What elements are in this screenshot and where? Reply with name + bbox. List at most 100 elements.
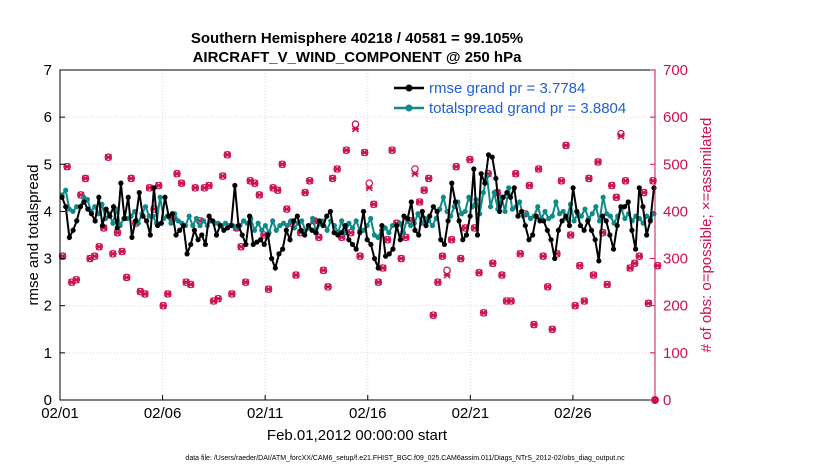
obs-assimilated-marker: [72, 276, 80, 284]
rmse-point: [125, 194, 131, 200]
obs-assimilated-marker: [109, 250, 117, 258]
obs-assimilated-marker: [411, 170, 419, 178]
obs-assimilated-marker: [640, 189, 648, 197]
obs-possible-marker: [411, 165, 419, 173]
rmse-point: [596, 258, 602, 264]
spread-point: [346, 220, 352, 226]
y-tick-label: 6: [44, 109, 52, 126]
rmse-point: [500, 194, 506, 200]
obs-assimilated-marker: [415, 198, 424, 206]
rmse-point: [206, 213, 212, 219]
obs-assimilated-marker: [388, 146, 396, 154]
spread-point: [324, 227, 330, 233]
spread-point: [517, 199, 523, 205]
obs-assimilated-marker: [365, 184, 373, 192]
rmse-point: [346, 237, 352, 243]
obs-assimilated-marker: [104, 153, 112, 161]
rmse-point: [419, 208, 425, 215]
rmse-point: [77, 204, 84, 210]
obs-assimilated-marker: [141, 290, 149, 298]
rmse-point: [478, 171, 484, 177]
rmse-point: [88, 211, 95, 217]
obs-assimilated-marker: [177, 179, 186, 187]
rmse-point: [136, 189, 142, 196]
rmse-point: [228, 222, 234, 229]
obs-assimilated-marker: [525, 181, 533, 190]
rmse-point: [147, 232, 153, 238]
y2-tick-label: 200: [663, 298, 688, 315]
obs-assimilated-marker: [585, 174, 593, 182]
x-tick-label: 02/06: [144, 405, 182, 422]
rmse-point: [507, 194, 514, 200]
obs-assimilated-marker: [621, 177, 630, 185]
rmse-point: [162, 194, 168, 200]
legend: rmse grand pr = 3.7784 totalspread grand…: [394, 80, 626, 117]
rmse-point: [129, 234, 135, 240]
spread-point: [440, 194, 446, 200]
rmse-point: [188, 241, 194, 248]
rmse-point: [375, 265, 381, 271]
obs-assimilated-marker: [315, 233, 323, 241]
rmse-point: [599, 213, 606, 219]
obs-assimilated-marker: [635, 252, 643, 260]
rmse-point: [144, 218, 150, 224]
rmse-point: [269, 255, 275, 262]
x-axis-label: Feb.01,2012 00:00:00 start: [267, 427, 448, 444]
rmse-point: [607, 232, 613, 238]
rmse-point: [581, 227, 587, 233]
rmse-point: [394, 222, 400, 229]
rmse-point: [110, 204, 117, 210]
rmse-point: [357, 230, 363, 236]
spread-point: [339, 218, 345, 224]
rmse-point: [632, 246, 639, 252]
rmse-point: [81, 199, 87, 205]
spread-point: [466, 194, 472, 200]
y-tick-label: 1: [44, 345, 52, 362]
legend-spread-marker: [405, 104, 413, 112]
rmse-point: [239, 232, 245, 238]
spread-point: [193, 215, 200, 222]
rmse-point: [397, 237, 403, 243]
rmse-point: [610, 246, 617, 252]
obs-assimilated-marker: [512, 170, 520, 178]
rmse-point: [636, 185, 642, 191]
obs-assimilated-marker: [63, 163, 71, 171]
obs-assimilated-marker: [81, 174, 90, 182]
rmse-point: [438, 237, 444, 243]
rmse-point: [405, 215, 411, 222]
spread-point: [197, 222, 203, 229]
rmse-point: [349, 241, 356, 248]
spread-point: [262, 222, 269, 229]
y2-tick-label: 500: [663, 156, 688, 173]
x-tick-label: 02/26: [554, 405, 592, 422]
obs-assimilated-marker: [452, 163, 460, 171]
rmse-point: [625, 199, 631, 205]
rmse-point: [265, 232, 271, 238]
spread-point: [491, 189, 497, 196]
obs-assimilated-marker: [164, 290, 172, 298]
spread-point: [270, 218, 276, 224]
rmse-point: [559, 218, 565, 224]
rmse-point: [199, 232, 205, 238]
rmse-point: [537, 218, 543, 224]
y-tick-label: 0: [44, 392, 52, 409]
obs-assimilated-marker: [361, 148, 369, 157]
obs-assimilated-marker: [498, 271, 506, 279]
obs-assimilated-marker: [420, 186, 428, 194]
rmse-point: [309, 227, 315, 233]
rmse-point: [342, 222, 348, 229]
rmse-point: [302, 232, 308, 238]
spread-point: [255, 220, 261, 226]
y-axis-right: 0 100 200 300 400 500 600 700: [650, 62, 688, 409]
rmse-point: [291, 218, 297, 224]
rmse-point: [151, 185, 157, 191]
spread-point: [480, 189, 486, 196]
obs-assimilated-marker: [567, 231, 575, 239]
obs-assimilated-marker: [123, 273, 131, 281]
y-tick-label: 2: [44, 298, 52, 315]
spread-point: [299, 218, 305, 224]
spread-point: [582, 206, 588, 212]
rmse-point: [169, 211, 175, 217]
obs-assimilated-marker: [205, 181, 213, 190]
